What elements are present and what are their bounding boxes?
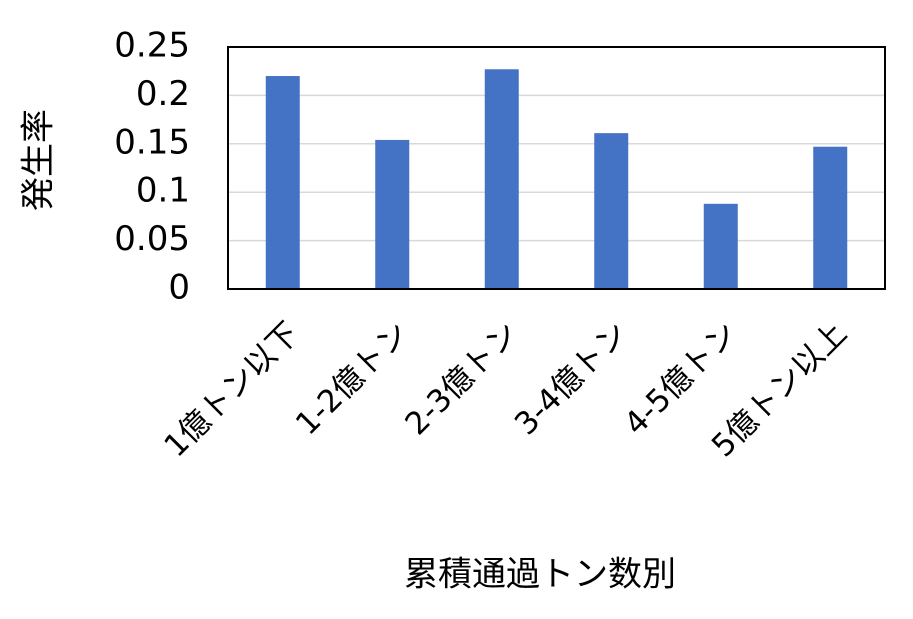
x-tick-label: 3-4億トン	[508, 315, 635, 442]
bar	[484, 69, 519, 289]
bar	[594, 133, 629, 289]
bar	[375, 139, 410, 289]
x-tick-label: 2-3億トン	[398, 315, 525, 442]
x-axis-label: 累積通過トン数別	[404, 555, 676, 595]
y-tick-label: 0.1	[136, 171, 190, 211]
y-tick-label: 0.2	[136, 74, 190, 114]
y-axis-label: 発生率	[19, 109, 59, 211]
x-tick-label: 1-2億トン	[289, 315, 416, 442]
y-tick-label: 0.05	[114, 219, 190, 259]
y-tick-label: 0.15	[114, 122, 190, 162]
bar	[813, 146, 848, 289]
y-tick-label: 0	[168, 268, 190, 308]
bar	[703, 203, 738, 289]
x-tick-label: 1億トン以下	[157, 315, 306, 464]
y-tick-label: 0.25	[114, 26, 190, 66]
plot-border	[227, 46, 886, 290]
bar	[265, 76, 300, 289]
